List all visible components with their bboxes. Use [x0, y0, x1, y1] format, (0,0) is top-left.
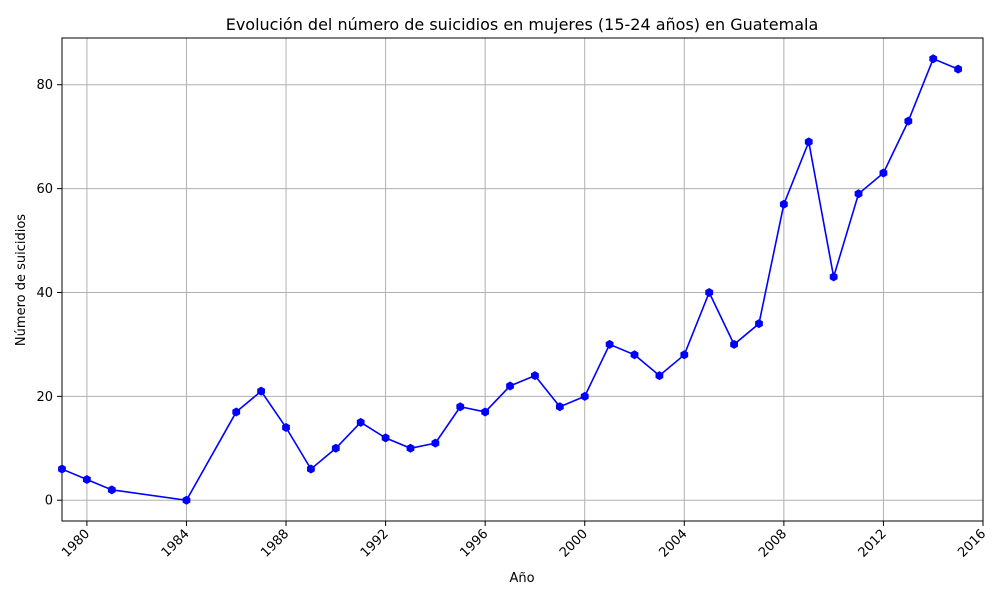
data-point: [257, 386, 266, 396]
chart-title: Evolución del número de suicidios en muj…: [226, 15, 819, 34]
data-point: [107, 485, 116, 495]
data-point: [580, 391, 589, 401]
y-axis: 0 20 40 60 80: [36, 78, 62, 509]
x-tick-label: 1996: [457, 527, 491, 561]
data-point: [232, 407, 241, 417]
y-tick-label: 20: [36, 390, 53, 405]
x-tick-label: 2008: [756, 527, 790, 561]
data-point: [755, 319, 763, 329]
y-tick-label: 60: [36, 182, 53, 197]
x-tick-label: 1992: [358, 527, 392, 561]
x-tick-label: 2012: [856, 527, 890, 561]
data-point: [929, 54, 938, 64]
y-tick-label: 40: [36, 286, 53, 301]
data-point: [381, 433, 390, 443]
data-point: [705, 287, 714, 297]
data-point: [730, 339, 738, 349]
data-point: [82, 474, 91, 484]
data-point: [879, 168, 888, 178]
data-point: [506, 381, 514, 391]
grid-lines: [62, 38, 984, 521]
data-point: [356, 417, 365, 427]
data-point: [531, 371, 539, 381]
y-axis-label: Número de suicidios: [14, 214, 29, 346]
y-tick-label: 80: [36, 78, 53, 93]
x-tick-label: 1984: [159, 527, 193, 561]
x-tick-label: 2016: [955, 527, 989, 561]
data-point: [307, 464, 315, 474]
data-point: [58, 464, 66, 474]
data-point: [904, 116, 913, 126]
data-point: [481, 407, 490, 417]
data-point: [779, 199, 788, 209]
data-point: [456, 402, 465, 412]
x-axis-label: Año: [509, 571, 534, 586]
data-point: [954, 64, 963, 74]
series-line: [61, 57, 959, 502]
x-tick-label: 1980: [59, 527, 93, 561]
data-point: [680, 350, 689, 360]
data-point: [431, 438, 440, 448]
data-point: [282, 423, 290, 433]
series-group: [58, 54, 963, 505]
data-point: [182, 495, 191, 505]
data-point: [829, 272, 838, 282]
data-point: [406, 443, 415, 453]
data-point: [854, 189, 863, 199]
plot-frame: [61, 37, 984, 522]
data-point: [331, 443, 340, 453]
x-tick-label: 2000: [557, 527, 591, 561]
x-tick-label: 1988: [258, 527, 292, 561]
x-axis: 1980 1984 1988 1992 1996 2000 2004 2008 2012 2016: [59, 521, 989, 561]
y-tick-label: 0: [45, 494, 53, 509]
data-point: [804, 137, 813, 147]
x-tick-label: 2004: [657, 527, 691, 561]
data-point: [630, 350, 639, 360]
data-point: [555, 402, 564, 412]
data-point: [605, 339, 614, 349]
data-point: [655, 371, 664, 381]
